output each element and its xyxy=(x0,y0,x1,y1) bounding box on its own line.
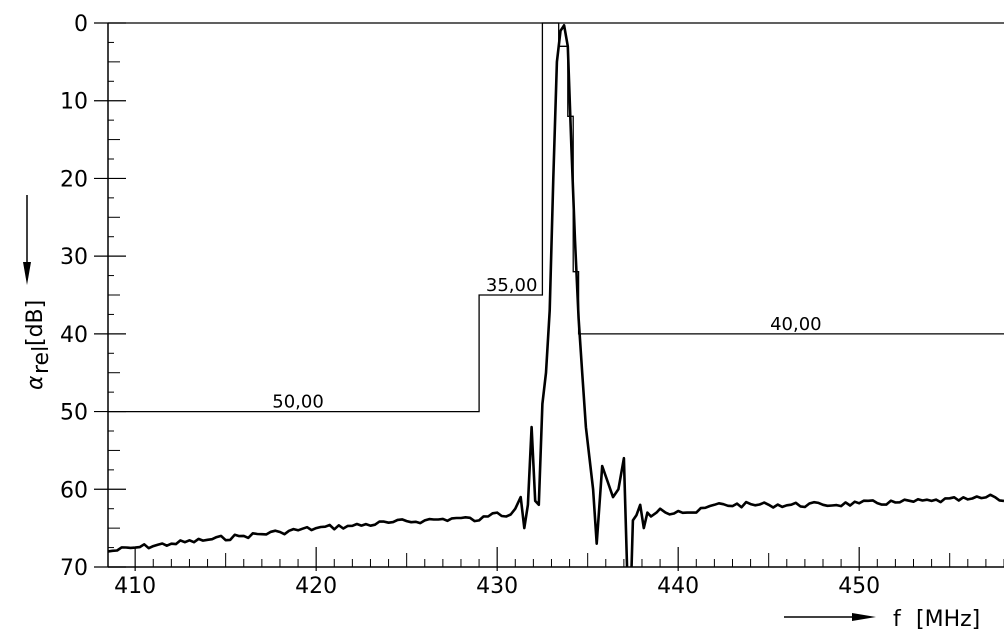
y-axis-subscript: rel xyxy=(29,346,54,374)
x-tick-label: 420 xyxy=(295,574,337,599)
y-tick-label: 60 xyxy=(60,478,88,503)
y-tick-label: 30 xyxy=(60,245,88,270)
x-axis-arrow-icon xyxy=(784,613,876,621)
limit-value-label: 40,00 xyxy=(770,314,822,335)
y-tick-label: 50 xyxy=(60,401,88,426)
limit-value-label: 35,00 xyxy=(486,275,538,296)
y-tick-label: 0 xyxy=(74,12,88,37)
annotation-group: 50,00 35,00 40,00 xyxy=(272,275,821,413)
y-tick-label: 20 xyxy=(60,167,88,192)
x-tick-label: 440 xyxy=(657,574,699,599)
y-axis-arrow-icon xyxy=(23,195,31,285)
y-tick-label: 70 xyxy=(60,556,88,581)
x-tick-label: 430 xyxy=(476,574,518,599)
x-axis-label: f xyxy=(893,607,902,632)
measured-curve-group xyxy=(108,24,1004,567)
y-tick-label: 40 xyxy=(60,323,88,348)
y-axis-symbol: α xyxy=(23,375,48,390)
y-axis-unit: [dB] xyxy=(23,300,48,346)
measured-response-line xyxy=(108,24,1004,567)
x-tick-label: 450 xyxy=(838,574,880,599)
y-tick-label: 10 xyxy=(60,90,88,115)
y-axis-label: α rel [dB] xyxy=(23,300,54,390)
limit-value-label: 50,00 xyxy=(272,392,324,413)
x-tick-label: 410 xyxy=(114,574,156,599)
y-axis-ticks: 0 10 20 30 40 50 60 70 xyxy=(60,12,126,581)
x-axis-ticks: 410 420 430 440 450 xyxy=(114,547,1004,599)
x-axis-unit: [MHz] xyxy=(916,607,980,632)
